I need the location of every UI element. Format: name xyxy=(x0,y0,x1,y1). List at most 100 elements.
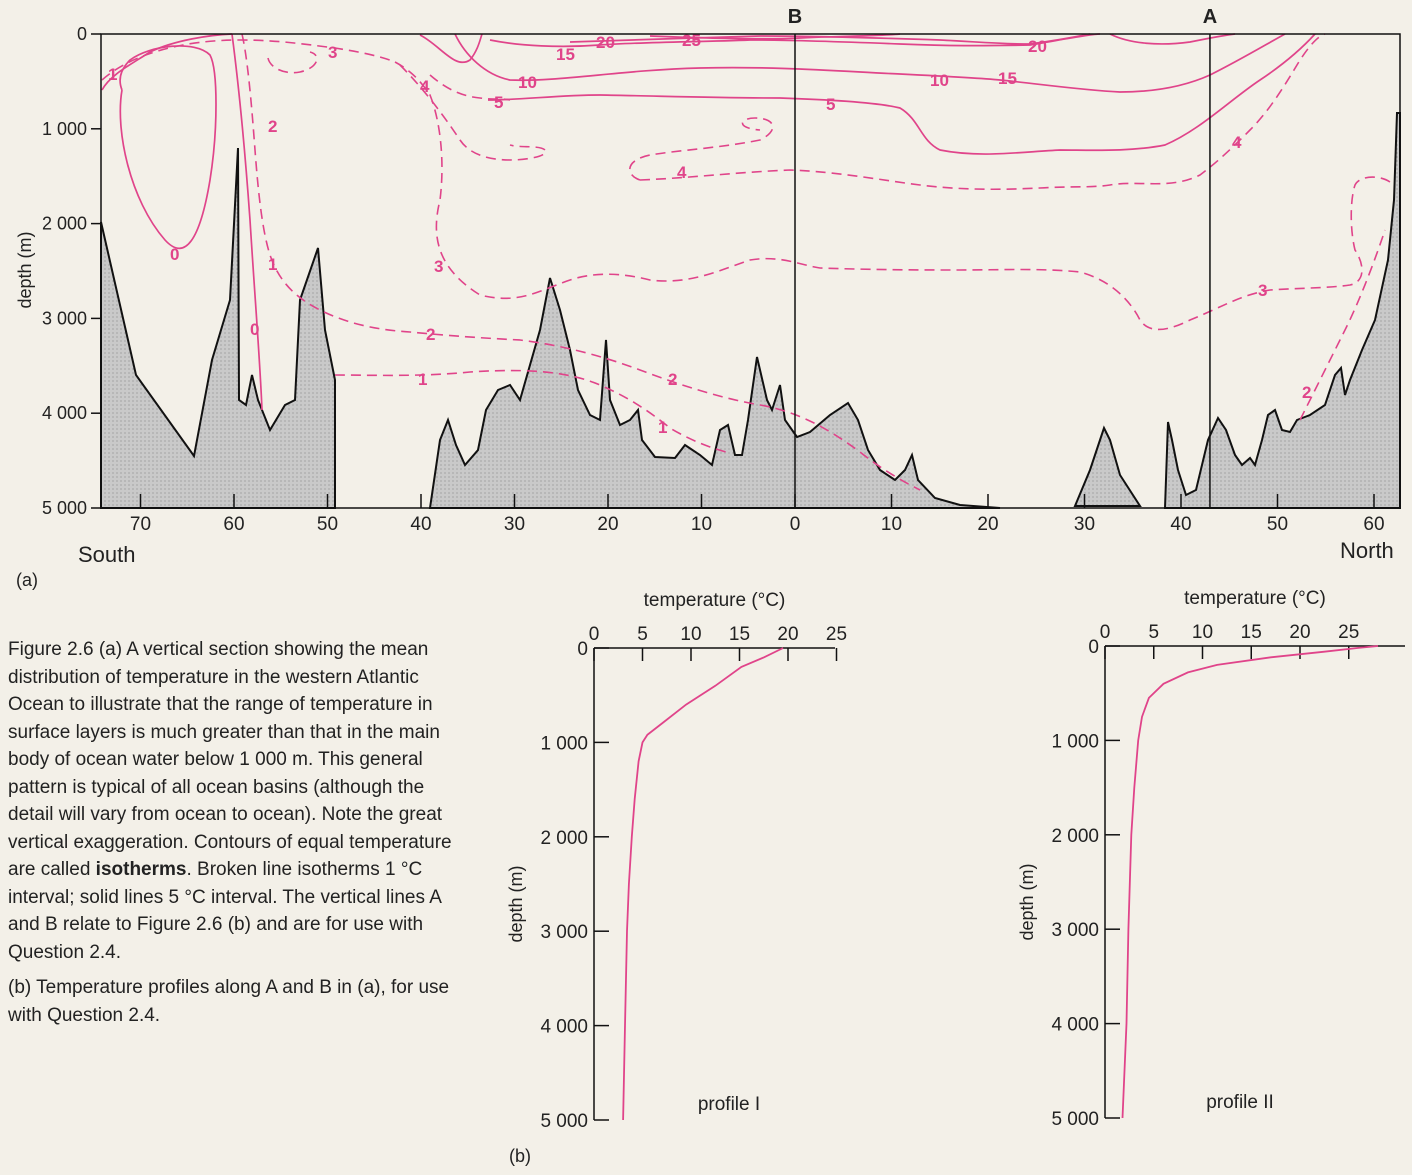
isotherm-labels: 1 3 4 5 15 20 25 20 10 15 10 5 4 2 0 1 0… xyxy=(108,31,1311,437)
isotherm-label: 2 xyxy=(268,117,277,136)
solid-isotherms xyxy=(101,33,1316,411)
temperature-profile-line xyxy=(1121,645,1379,1119)
profile-depth-tick-label: 2 000 xyxy=(1051,826,1099,847)
latitude-tick-label: 70 xyxy=(130,514,151,535)
isotherm-label: 20 xyxy=(1028,37,1047,56)
isotherm-5-dashed xyxy=(429,74,511,101)
line-b-label: B xyxy=(788,6,802,28)
isotherm-2-north xyxy=(1299,229,1386,421)
panel-b-label: (b) xyxy=(509,1146,531,1166)
profile-I-chart: 0 5 10 15 20 25 0 1 000 2 000 3 000 4 000 5 000 temp… xyxy=(506,590,847,1132)
profile-depth-tick-label: 4 000 xyxy=(540,1017,588,1038)
latitude-tick-label: 60 xyxy=(223,514,244,535)
isotherm-label: 3 xyxy=(1258,281,1267,300)
profile-depth-tick-label: 4 000 xyxy=(1051,1015,1099,1036)
latitude-tick-label: 0 xyxy=(790,514,801,535)
temperature-tick-label: 25 xyxy=(1338,622,1359,643)
latitude-tick-label: 20 xyxy=(977,514,998,535)
isotherm-label: 0 xyxy=(250,320,259,339)
section-panel: 1 3 4 5 15 20 25 20 10 15 10 5 4 2 0 1 0… xyxy=(15,6,1401,590)
temperature-tick-label: 0 xyxy=(1100,622,1111,643)
latitude-tick-label: 40 xyxy=(410,514,431,535)
profile-depth-tick-label: 0 xyxy=(577,639,588,660)
caption-part-a-text: Figure 2.6 (a) A vertical section showin… xyxy=(8,639,452,880)
isotherm-5 xyxy=(487,33,1316,155)
latitude-tick-label: 20 xyxy=(597,514,618,535)
temperature-tick-label: 0 xyxy=(589,624,600,645)
isotherm-4-central xyxy=(629,33,1326,191)
temperature-tick-label: 10 xyxy=(680,624,701,645)
isotherm-15 xyxy=(419,33,1101,63)
profile-depth-tick-label: 1 000 xyxy=(1051,731,1099,752)
latitude-tick-label: 40 xyxy=(1170,514,1191,535)
latitude-tick-label: 10 xyxy=(881,514,902,535)
profile-depth-tick-label: 5 000 xyxy=(540,1111,588,1132)
isotherm-label: 10 xyxy=(930,71,949,90)
isotherm-3-upper xyxy=(101,39,396,81)
figure-caption: Figure 2.6 (a) A vertical section showin… xyxy=(8,636,470,1037)
temperature-tick-label: 25 xyxy=(826,624,847,645)
isotherm-label: 2 xyxy=(1302,383,1311,402)
isotherm-label: 5 xyxy=(826,95,835,114)
latitude-tick-label: 30 xyxy=(1074,514,1095,535)
temperature-profile-line xyxy=(622,647,784,1121)
seafloor-mid xyxy=(428,277,1001,509)
latitude-tick-label: 60 xyxy=(1363,514,1384,535)
temperature-tick-label: 5 xyxy=(1148,622,1159,643)
profile-ylabel: depth (m) xyxy=(1017,863,1037,940)
depth-tick-label: 5 000 xyxy=(42,498,87,518)
latitude-tick-label: 50 xyxy=(317,514,338,535)
profile-depth-tick-label: 3 000 xyxy=(1051,920,1099,941)
isotherm-25 xyxy=(649,33,901,40)
line-a-label: A xyxy=(1203,6,1217,28)
broken-isotherms xyxy=(101,33,1391,491)
profile-depth-tick-label: 3 000 xyxy=(540,922,588,943)
isotherm-label: 0 xyxy=(170,245,179,264)
temperature-tick-label: 15 xyxy=(1241,622,1262,643)
depth-tick-label: 1 000 xyxy=(42,119,87,139)
section-depth-axis: 0 1 000 2 000 3 000 4 000 5 000 xyxy=(42,24,101,518)
temperature-tick-label: 15 xyxy=(729,624,750,645)
isotherm-label: 20 xyxy=(596,33,615,52)
south-label: South xyxy=(78,542,136,567)
profile-annotation: profile II xyxy=(1206,1092,1274,1113)
isotherm-1-south xyxy=(101,33,233,91)
isotherm-label: 3 xyxy=(328,43,337,62)
isotherm-label: 1 xyxy=(268,255,277,274)
isotherm-label: 1 xyxy=(108,65,117,84)
isotherm-label: 5 xyxy=(494,93,503,112)
section-ylabel: depth (m) xyxy=(15,231,35,308)
isotherm-0-channel xyxy=(231,33,263,411)
panel-a-label: (a) xyxy=(16,570,38,590)
temperature-tick-label: 20 xyxy=(1289,622,1310,643)
profile-II-chart: 0 5 10 15 20 25 0 1 000 2 000 3 000 4 000 5 000 temp… xyxy=(1017,588,1405,1130)
caption-bold-term: isotherms xyxy=(95,859,187,880)
north-label: North xyxy=(1340,538,1394,563)
depth-tick-label: 0 xyxy=(77,24,87,44)
isotherm-3-lobe xyxy=(267,51,318,74)
isotherm-0-south xyxy=(119,45,217,250)
isotherm-3-deep xyxy=(394,61,1391,331)
isotherm-label: 25 xyxy=(682,31,701,50)
isotherm-label: 15 xyxy=(556,45,575,64)
latitude-tick-label: 30 xyxy=(504,514,525,535)
caption-part-b: (b) Temperature profiles along A and B i… xyxy=(8,977,450,1026)
profile-depth-tick-label: 5 000 xyxy=(1051,1109,1099,1130)
isotherm-4 xyxy=(399,64,547,161)
section-frame xyxy=(100,33,1401,509)
depth-tick-label: 3 000 xyxy=(42,308,87,328)
depth-tick-label: 4 000 xyxy=(42,403,87,423)
isotherm-label: 4 xyxy=(1232,133,1242,152)
temperature-tick-label: 10 xyxy=(1192,622,1213,643)
latitude-tick-label: 10 xyxy=(691,514,712,535)
isotherm-1-mid xyxy=(334,369,731,454)
profile-annotation: profile I xyxy=(698,1094,760,1115)
isotherm-label: 4 xyxy=(677,163,687,182)
isotherm-label: 4 xyxy=(420,77,430,96)
caption-part-a-end: . Broken line isotherms 1 °C interval; s… xyxy=(8,859,441,963)
profile-depth-tick-label: 2 000 xyxy=(540,828,588,849)
profile-depth-tick-label: 1 000 xyxy=(540,733,588,754)
caption-part-a: Figure 2.6 (a) A vertical section showin… xyxy=(8,636,470,966)
isotherm-label: 1 xyxy=(658,418,667,437)
latitude-tick-label: 50 xyxy=(1267,514,1288,535)
